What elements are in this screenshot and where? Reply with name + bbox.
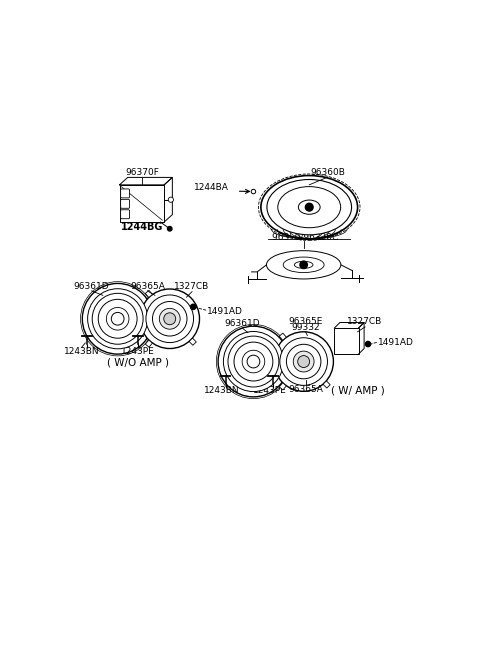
Circle shape [153, 302, 187, 336]
Circle shape [228, 336, 279, 387]
Text: 1491AD: 1491AD [207, 307, 243, 316]
Text: ( W/ AMP ): ( W/ AMP ) [331, 386, 384, 396]
Ellipse shape [299, 200, 320, 214]
Bar [120, 185, 164, 222]
Circle shape [287, 344, 321, 379]
Circle shape [242, 350, 265, 373]
Circle shape [223, 332, 284, 392]
Polygon shape [189, 338, 196, 346]
Circle shape [300, 261, 307, 269]
Text: ( W/O AMP ): ( W/O AMP ) [107, 357, 169, 367]
Circle shape [216, 325, 290, 399]
Circle shape [280, 338, 327, 386]
Ellipse shape [261, 175, 358, 238]
Circle shape [218, 327, 289, 397]
FancyBboxPatch shape [120, 210, 130, 219]
Polygon shape [279, 383, 287, 390]
Polygon shape [279, 333, 287, 340]
Circle shape [247, 355, 260, 368]
Text: 96360B: 96360B [311, 168, 345, 177]
Text: 96365E: 96365E [288, 317, 323, 327]
Circle shape [168, 227, 172, 231]
Text: 1243BN: 1243BN [204, 386, 240, 395]
Circle shape [305, 203, 313, 211]
Text: 1244BG: 1244BG [120, 222, 163, 232]
Circle shape [111, 313, 124, 325]
Text: 1243BN: 1243BN [64, 348, 99, 356]
Circle shape [164, 313, 176, 325]
Text: 96361D: 96361D [74, 282, 109, 291]
Circle shape [293, 351, 314, 372]
Text: 963ʹ 0/96320C: 963ʹ 0/96320C [272, 233, 339, 241]
Circle shape [234, 342, 273, 381]
Ellipse shape [294, 261, 313, 268]
Text: 96365A: 96365A [130, 282, 165, 291]
Text: 96365A: 96365A [288, 384, 323, 394]
Circle shape [83, 283, 153, 354]
Ellipse shape [267, 179, 351, 235]
Circle shape [365, 342, 371, 347]
Ellipse shape [266, 251, 341, 279]
Circle shape [274, 332, 334, 392]
Text: 1244BA: 1244BA [194, 183, 229, 192]
Text: 1327CB: 1327CB [348, 317, 383, 327]
Text: 1243PE: 1243PE [253, 386, 287, 395]
Circle shape [191, 304, 196, 309]
Text: 1243PE: 1243PE [121, 348, 155, 356]
Circle shape [81, 282, 155, 356]
Polygon shape [145, 290, 153, 298]
Polygon shape [323, 381, 330, 388]
Text: 1491AD: 1491AD [378, 338, 414, 348]
Circle shape [92, 293, 143, 344]
Polygon shape [145, 340, 153, 347]
Circle shape [107, 307, 129, 330]
Text: 1327CB: 1327CB [174, 282, 210, 291]
Text: 96370F: 96370F [125, 168, 159, 177]
Circle shape [146, 295, 193, 342]
Circle shape [251, 189, 256, 194]
Bar [335, 328, 359, 354]
Text: 96361D: 96361D [225, 319, 260, 328]
Circle shape [98, 300, 137, 338]
Circle shape [140, 289, 200, 348]
Text: 99332: 99332 [291, 323, 320, 332]
Ellipse shape [278, 187, 341, 228]
Circle shape [298, 355, 310, 367]
FancyBboxPatch shape [120, 199, 130, 208]
Circle shape [88, 288, 148, 349]
FancyBboxPatch shape [120, 189, 130, 198]
Circle shape [159, 308, 180, 329]
Circle shape [168, 197, 173, 202]
Ellipse shape [283, 257, 324, 273]
